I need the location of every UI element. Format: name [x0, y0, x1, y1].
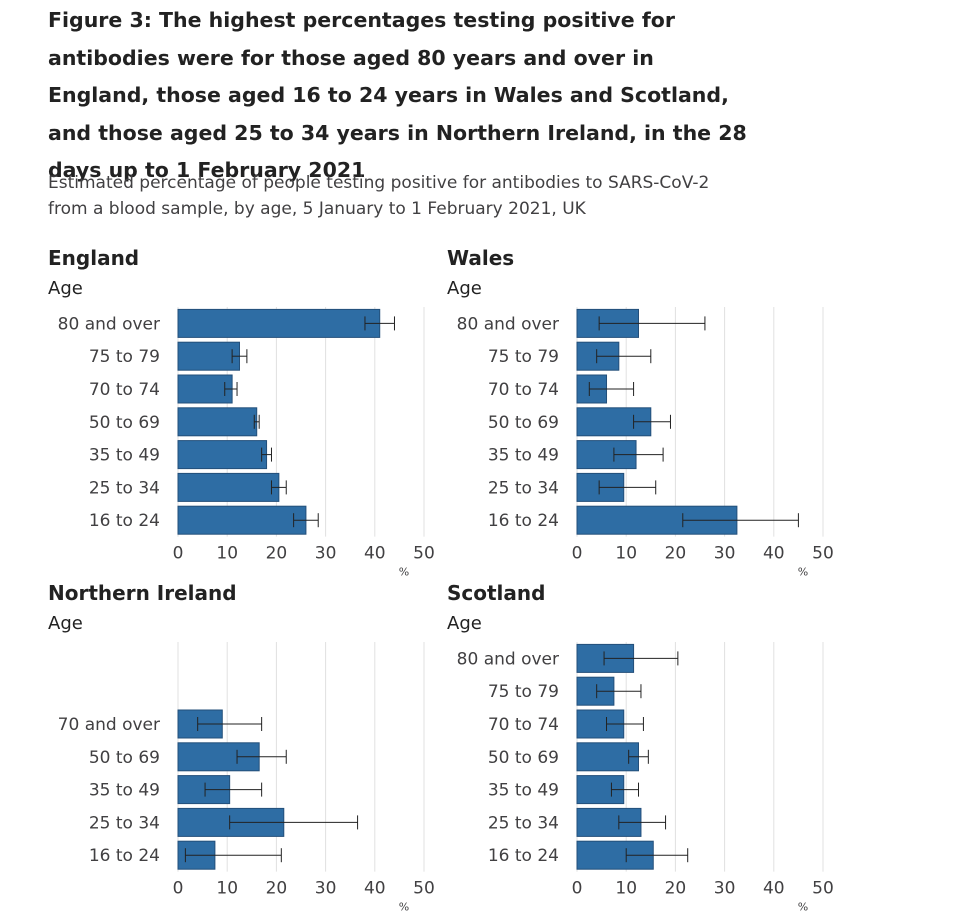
category-label: 70 and over — [58, 715, 160, 735]
category-label: 80 and over — [58, 314, 160, 334]
category-label: 80 and over — [457, 649, 559, 669]
category-label: 25 to 34 — [89, 478, 160, 498]
category-label: 75 to 79 — [488, 347, 559, 367]
x-tick-label: 20 — [665, 544, 687, 564]
category-label: 50 to 69 — [89, 413, 160, 433]
category-label: 35 to 49 — [89, 781, 160, 801]
x-tick-label: 20 — [665, 879, 687, 899]
x-axis-unit-label: % — [798, 566, 808, 579]
category-label: 25 to 34 — [89, 813, 160, 833]
bar-chart-wales: 0 10 20 30 40 50% 80 and over 75 to 79 70 to 74 5… — [457, 307, 834, 579]
x-tick-label: 10 — [615, 544, 637, 564]
x-tick-label: 10 — [615, 879, 637, 899]
x-tick-label: 50 — [812, 879, 834, 899]
x-tick-label: 0 — [173, 879, 184, 899]
category-label: 70 to 74 — [89, 380, 160, 400]
figure-title: Figure 3: The highest percentages testin… — [48, 8, 747, 182]
category-label: 16 to 24 — [89, 511, 160, 531]
figure-subtitle: Estimated percentage of people testing p… — [48, 173, 710, 219]
category-label: 70 to 74 — [488, 715, 559, 735]
category-label: 16 to 24 — [488, 511, 559, 531]
bar — [177, 440, 268, 470]
category-label: 80 and over — [457, 314, 559, 334]
x-axis-unit-label: % — [399, 901, 409, 914]
x-tick-label: 0 — [572, 544, 583, 564]
category-label: 25 to 34 — [488, 813, 559, 833]
category-label: 35 to 49 — [488, 446, 559, 466]
category-label: 75 to 79 — [89, 347, 160, 367]
x-tick-label: 30 — [315, 544, 337, 564]
panel-title-england: England — [48, 246, 140, 270]
x-tick-label: 20 — [266, 544, 288, 564]
x-tick-label: 50 — [413, 544, 435, 564]
x-tick-label: 50 — [413, 879, 435, 899]
category-label: 70 to 74 — [488, 380, 559, 400]
x-tick-label: 0 — [572, 879, 583, 899]
category-label: 75 to 79 — [488, 682, 559, 702]
category-label: 25 to 34 — [488, 478, 559, 498]
bar — [177, 472, 280, 502]
x-tick-label: 10 — [216, 879, 238, 899]
age-axis-label-wales: Age — [447, 278, 482, 299]
category-label: 35 to 49 — [488, 781, 559, 801]
category-label: 16 to 24 — [488, 846, 559, 866]
bar — [177, 407, 258, 437]
bar-chart-northern-ireland: 0 10 20 30 40 50% 70 and over 50 to 69 35 to 49 2… — [58, 642, 435, 914]
category-label: 50 to 69 — [89, 748, 160, 768]
x-tick-label: 30 — [714, 879, 736, 899]
bar-chart-england: 0 10 20 30 40 50% 80 and over 75 to 79 70 to 74 5… — [58, 307, 435, 579]
category-label: 50 to 69 — [488, 748, 559, 768]
x-tick-label: 20 — [266, 879, 288, 899]
bar — [177, 308, 381, 338]
x-tick-label: 30 — [714, 544, 736, 564]
category-label: 50 to 69 — [488, 413, 559, 433]
x-tick-label: 40 — [364, 879, 386, 899]
panel-title-scotland: Scotland — [447, 581, 546, 605]
x-tick-label: 40 — [364, 544, 386, 564]
x-axis-unit-label: % — [798, 901, 808, 914]
x-axis-unit-label: % — [399, 566, 409, 579]
bar — [177, 374, 233, 404]
x-tick-label: 10 — [216, 544, 238, 564]
x-tick-label: 30 — [315, 879, 337, 899]
age-axis-label-northern-ireland: Age — [48, 613, 83, 634]
category-label: 16 to 24 — [89, 846, 160, 866]
bar — [177, 505, 307, 535]
x-tick-label: 40 — [763, 879, 785, 899]
panel-title-wales: Wales — [447, 246, 515, 270]
x-tick-label: 40 — [763, 544, 785, 564]
panel-title-northern-ireland: Northern Ireland — [48, 581, 237, 605]
x-tick-label: 50 — [812, 544, 834, 564]
bar — [177, 341, 240, 371]
bar-chart-scotland: 0 10 20 30 40 50% 80 and over 75 to 79 70 to 74 5… — [457, 642, 834, 914]
age-axis-label-england: Age — [48, 278, 83, 299]
age-axis-label-scotland: Age — [447, 613, 482, 634]
x-tick-label: 0 — [173, 544, 184, 564]
category-label: 35 to 49 — [89, 446, 160, 466]
